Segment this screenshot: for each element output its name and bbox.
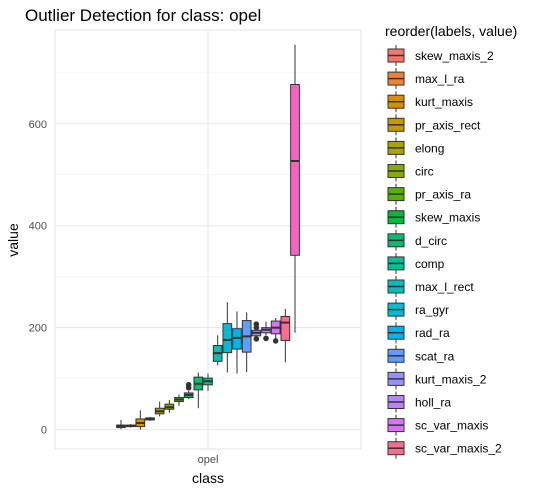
boxplot-kurt_maxis_2 <box>251 321 262 342</box>
x-tick-label: opel <box>198 454 219 466</box>
legend-item-ra_gyr: ra_gyr <box>387 299 449 321</box>
plot-area: 0 200 400 600 opel <box>29 29 362 466</box>
boxplot-circ <box>164 400 175 413</box>
outlier-point <box>253 321 260 327</box>
boxplot-holl_ra <box>261 321 271 342</box>
legend: skew_maxis_2 max_l_ra kurt_maxis pr_axis_re… <box>387 45 502 459</box>
y-tick-label: 600 <box>29 119 47 131</box>
boxplot-series-19 <box>290 44 300 333</box>
y-tick-label: 200 <box>29 323 47 335</box>
boxplot-ra_gyr <box>222 302 233 373</box>
legend-label: pr_axis_ra <box>415 188 471 202</box>
chart-title: Outlier Detection for class: opel <box>25 6 261 25</box>
legend-item-sc_var_maxis_2: sc_var_maxis_2 <box>387 437 502 459</box>
boxplot-sc_var_maxis <box>270 317 281 344</box>
box <box>222 323 233 354</box>
legend-label: pr_axis_rect <box>415 118 481 132</box>
boxplot-sc_var_maxis_2 <box>280 308 291 363</box>
legend-item-kurt_maxis_2: kurt_maxis_2 <box>387 368 487 390</box>
x-axis-label: class <box>192 470 224 486</box>
legend-label: skew_maxis_2 <box>415 49 494 63</box>
outlier-point <box>253 336 260 342</box>
legend-label: kurt_maxis <box>415 95 473 109</box>
legend-label: max_l_rect <box>415 280 474 294</box>
legend-label: ra_gyr <box>415 303 449 317</box>
legend-label: circ <box>415 165 434 179</box>
outlier-point <box>185 381 192 388</box>
boxplot-pr_axis_ra <box>174 394 184 406</box>
legend-item-max_l_rect: max_l_rect <box>387 276 474 297</box>
legend-label: d_circ <box>415 234 447 248</box>
boxplot-rad_ra <box>232 311 242 374</box>
legend-item-comp: comp <box>387 252 445 274</box>
legend-label: skew_maxis <box>415 211 480 225</box>
legend-item-max_l_ra: max_l_ra <box>387 68 465 90</box>
legend-label: kurt_maxis_2 <box>415 372 487 386</box>
y-tick-label: 400 <box>29 221 47 233</box>
legend-item-scat_ra: scat_ra <box>387 345 455 367</box>
legend-label: scat_ra <box>415 349 455 363</box>
box <box>290 84 300 256</box>
legend-item-kurt_maxis: kurt_maxis <box>387 91 473 113</box>
legend-item-d_circ: d_circ <box>387 229 447 251</box>
boxplot-skew_maxis_2 <box>116 419 126 430</box>
legend-label: holl_ra <box>415 396 451 410</box>
boxplot-max_l_ra <box>125 424 136 428</box>
legend-label: max_l_ra <box>415 72 465 86</box>
legend-label: comp <box>415 257 445 271</box>
outlier-point <box>272 338 279 344</box>
legend-label: elong <box>415 141 444 155</box>
boxplot-d_circ <box>193 372 204 409</box>
legend-label: rad_ra <box>415 326 450 340</box>
y-tick-label: 0 <box>41 425 47 437</box>
box <box>232 328 242 350</box>
legend-item-rad_ra: rad_ra <box>387 322 450 344</box>
boxplot-skew_maxis <box>183 381 194 400</box>
legend-title: reorder(labels, value) <box>385 23 517 39</box>
legend-item-pr_axis_ra: pr_axis_ra <box>387 183 471 205</box>
boxplot-comp <box>203 373 213 391</box>
box <box>280 315 291 341</box>
boxplot-pr_axis_rect <box>145 416 155 421</box>
legend-label: sc_var_maxis <box>415 419 488 433</box>
boxplot-max_l_rect <box>212 335 223 366</box>
legend-item-skew_maxis: skew_maxis <box>387 206 480 228</box>
boxplot-kurt_maxis <box>135 410 146 430</box>
legend-label: sc_var_maxis_2 <box>415 442 502 456</box>
legend-item-skew_maxis_2: skew_maxis_2 <box>387 45 494 66</box>
boxplot-elong <box>154 401 165 417</box>
legend-item-circ: circ <box>387 160 434 182</box>
legend-item-sc_var_maxis: sc_var_maxis <box>387 414 488 436</box>
legend-item-pr_axis_rect: pr_axis_rect <box>387 114 481 136</box>
legend-item-holl_ra: holl_ra <box>387 391 451 413</box>
boxplot-scat_ra <box>241 312 252 373</box>
outlier-point <box>263 335 269 342</box>
legend-item-elong: elong <box>387 137 444 159</box>
y-axis-label: value <box>5 223 21 257</box>
